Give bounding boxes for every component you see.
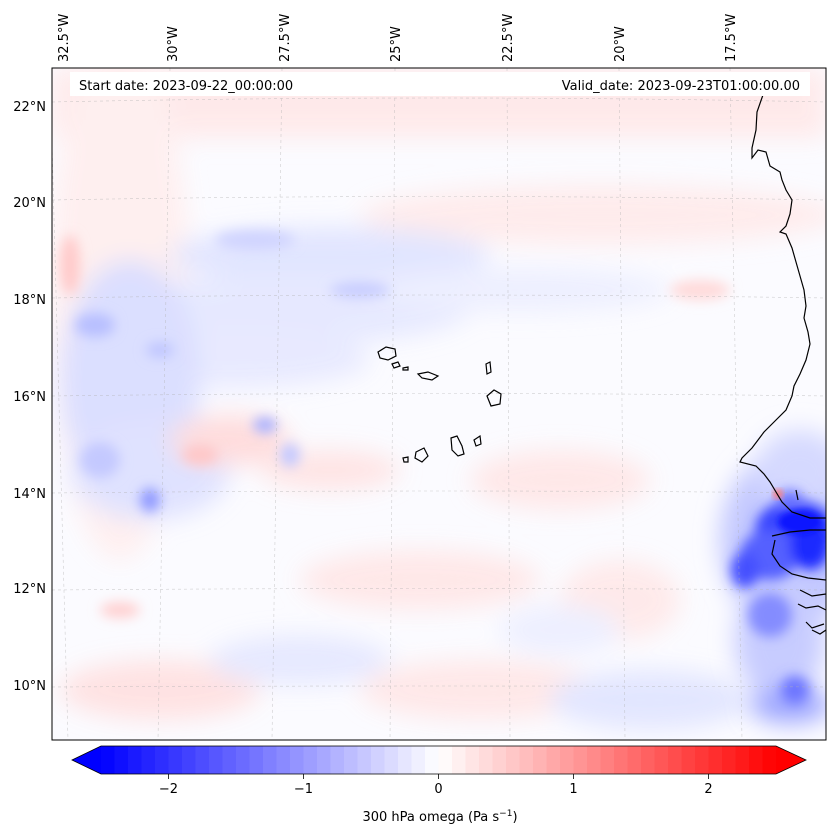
- colorbar-cell: [668, 746, 683, 774]
- colorbar-cell: [317, 746, 332, 774]
- lat-label-14n: 14°N: [13, 487, 46, 502]
- colorbar-cell: [330, 746, 345, 774]
- colorbar-cell: [209, 746, 224, 774]
- colorbar-cell: [546, 746, 561, 774]
- colorbar-tick-label: 1: [569, 782, 577, 797]
- island-brava: [402, 456, 409, 463]
- colorbar-cell: [708, 746, 723, 774]
- colorbar-cell: [533, 746, 548, 774]
- lon-label-27-5w: 27.5°W: [278, 14, 293, 62]
- colorbar-cell: [627, 746, 642, 774]
- lat-label-12n: 12°N: [13, 582, 46, 597]
- colorbar-ticks: −2 −1 0 1 2: [159, 774, 713, 797]
- island-boa-vista: [486, 389, 502, 407]
- colorbar-cell: [249, 746, 264, 774]
- colorbar-cell: [519, 746, 534, 774]
- colorbar-cell: [762, 746, 777, 774]
- lon-label-22-5w: 22.5°W: [501, 14, 516, 62]
- colorbar-cell: [438, 746, 453, 774]
- colorbar-cell: [182, 746, 197, 774]
- lat-label-22n: 22°N: [13, 100, 46, 115]
- colorbar-cell: [695, 746, 710, 774]
- colorbar-cell: [290, 746, 305, 774]
- colorbar-cell: [303, 746, 318, 774]
- island-sal: [485, 361, 492, 375]
- colorbar-cell: [155, 746, 170, 774]
- map-frame: [51, 67, 827, 741]
- colorbar-cell: [222, 746, 237, 774]
- colorbar-cell: [263, 746, 278, 774]
- lon-label-32-5w: 32.5°W: [57, 14, 72, 62]
- island-maio: [473, 434, 482, 447]
- colorbar-cell: [681, 746, 696, 774]
- island-santa-luzia: [402, 366, 409, 371]
- lat-label-18n: 18°N: [13, 293, 46, 308]
- colorbar-cell: [479, 746, 494, 774]
- longitude-labels: 32.5°W 30°W 27.5°W 25°W 22.5°W 20°W 17.5…: [57, 14, 739, 62]
- cape-verde-islands: [377, 346, 502, 463]
- map-panel: Start date: 2023-09-22_00:00:00 Valid_da…: [52, 68, 826, 740]
- colorbar-cell: [749, 746, 764, 774]
- start-date-label: Start date: 2023-09-22_00:00:00: [79, 79, 293, 94]
- island-sao-nicolau: [416, 371, 440, 381]
- colorbar-cell: [384, 746, 399, 774]
- lon-label-25w: 25°W: [389, 26, 404, 62]
- colorbar-cell: [114, 746, 129, 774]
- colorbar-tick-label: 0: [434, 782, 442, 797]
- colorbar-cell: [236, 746, 251, 774]
- colorbar-cell: [276, 746, 291, 774]
- colorbar-cell: [641, 746, 656, 774]
- colorbar-cell: [587, 746, 602, 774]
- colorbar-cells: [72, 746, 806, 774]
- colorbar-cell: [506, 746, 521, 774]
- lat-label-10n: 10°N: [13, 679, 46, 694]
- latitude-labels: 22°N 20°N 18°N 16°N 14°N 12°N 10°N: [13, 100, 46, 694]
- island-santiago: [450, 435, 465, 457]
- colorbar-cell: [600, 746, 615, 774]
- colorbar-cell: [425, 746, 440, 774]
- colorbar-cell: [357, 746, 372, 774]
- valid-date-label: Valid_date: 2023-09-23T01:00:00.00: [562, 79, 800, 94]
- colorbar-cell: [452, 746, 467, 774]
- colorbar-cell: [101, 746, 116, 774]
- colorbar-cell: [398, 746, 413, 774]
- colorbar-cell: [560, 746, 575, 774]
- island-sao-vicente: [391, 361, 401, 369]
- annotation-box: [70, 72, 810, 96]
- colorbar-cell: [573, 746, 588, 774]
- colorbar-cell: [735, 746, 750, 774]
- lat-label-16n: 16°N: [13, 390, 46, 405]
- colorbar-cell: [654, 746, 669, 774]
- colorbar: −2 −1 0 1 2 300 hPa omega (Pa s−1): [71, 745, 807, 825]
- lon-label-17-5w: 17.5°W: [724, 14, 739, 62]
- island-santo-antao: [377, 346, 397, 361]
- colorbar-tick-label: −2: [159, 782, 178, 797]
- colorbar-tick-label: 2: [704, 782, 712, 797]
- colorbar-cell: [492, 746, 507, 774]
- colorbar-tick-label: −1: [294, 782, 313, 797]
- colorbar-label: 300 hPa omega (Pa s−1): [362, 809, 517, 825]
- gridlines: [52, 68, 826, 740]
- africa-coastline: [739, 81, 826, 519]
- colorbar-cell: [195, 746, 210, 774]
- colorbar-extend-min: [72, 746, 101, 774]
- island-fogo: [414, 447, 429, 463]
- colorbar-cell: [465, 746, 480, 774]
- colorbar-cell: [141, 746, 156, 774]
- colorbar-cell: [371, 746, 386, 774]
- colorbar-cell: [722, 746, 737, 774]
- colorbar-extend-max: [776, 746, 806, 774]
- lat-label-20n: 20°N: [13, 196, 46, 211]
- lon-label-30w: 30°W: [166, 26, 181, 62]
- lon-label-20w: 20°W: [613, 26, 628, 62]
- colorbar-outline: [71, 745, 807, 775]
- colorbar-cell: [168, 746, 183, 774]
- coastline: [739, 81, 826, 635]
- colorbar-cell: [344, 746, 359, 774]
- colorbar-cell: [614, 746, 629, 774]
- colorbar-cell: [128, 746, 143, 774]
- colorbar-cell: [411, 746, 426, 774]
